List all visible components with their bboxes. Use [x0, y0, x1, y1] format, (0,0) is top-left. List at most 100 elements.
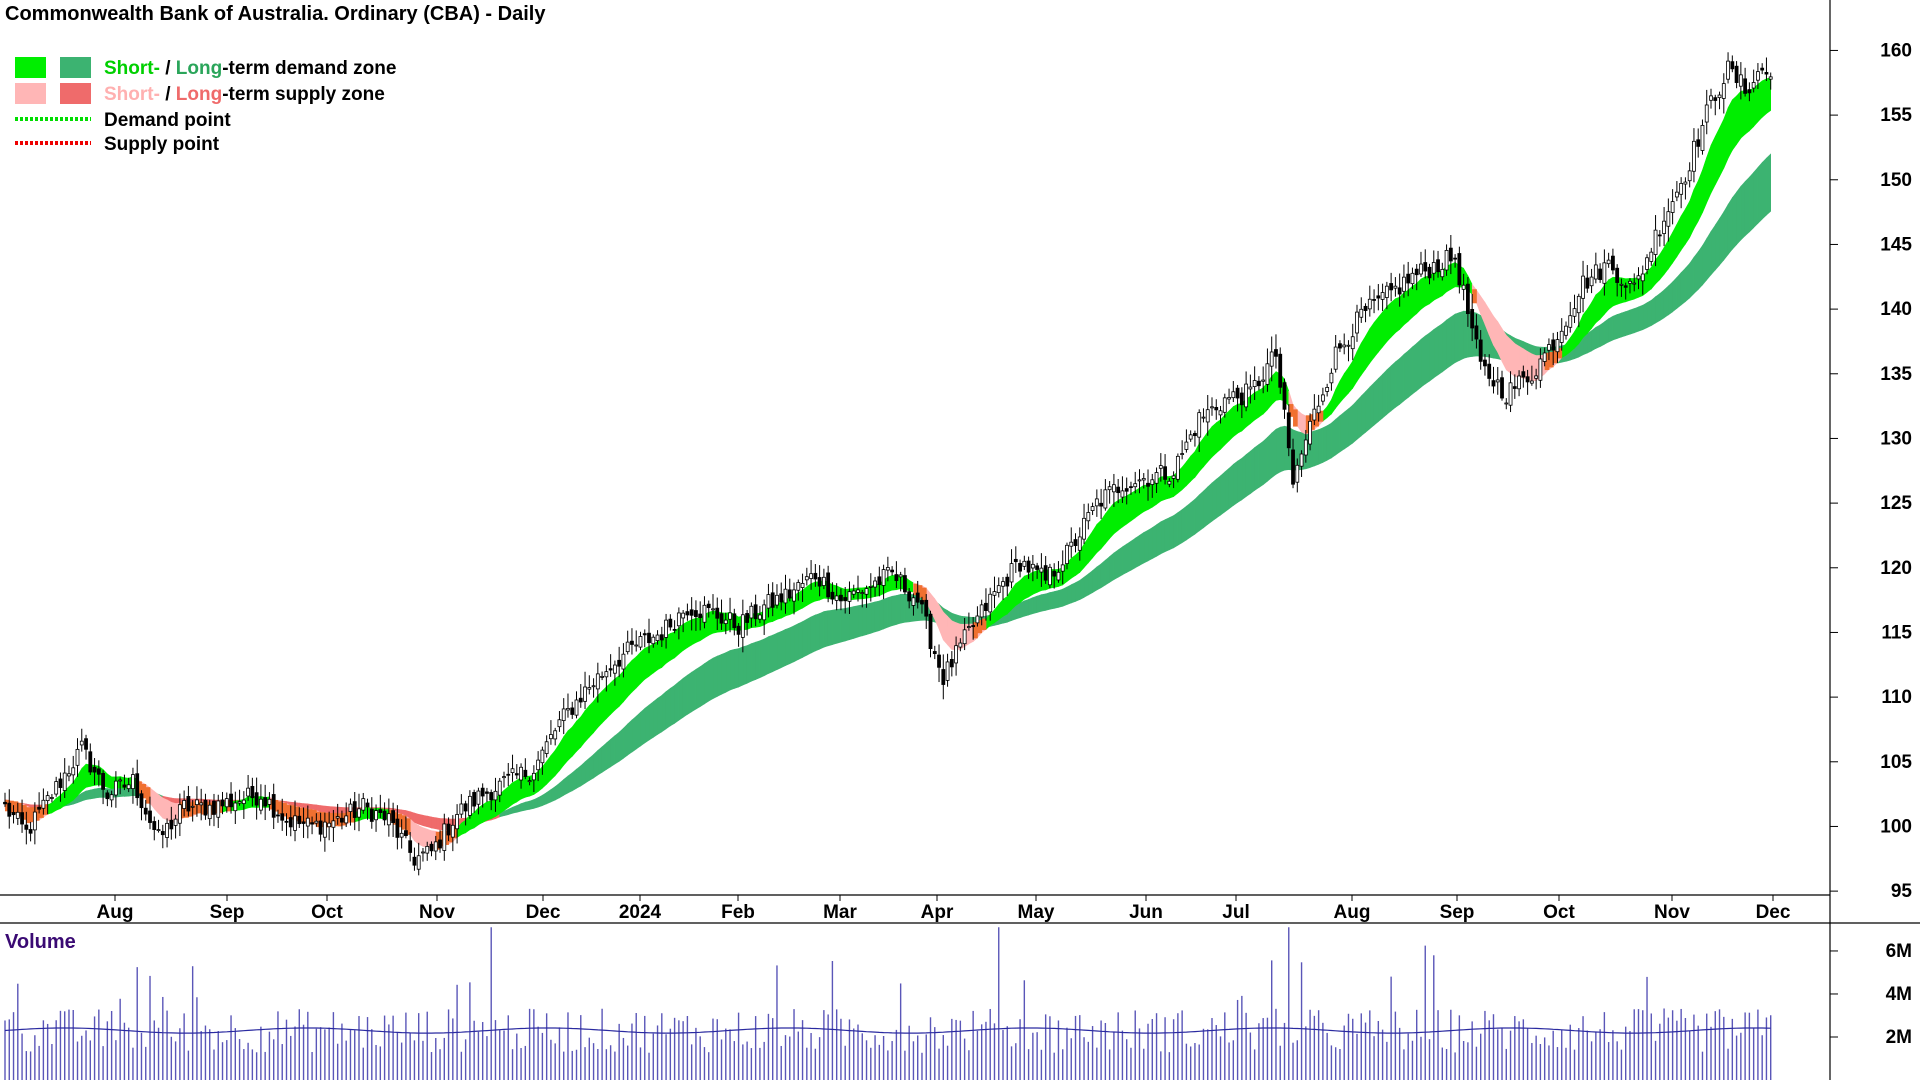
short-term-supply-zone-dark	[5, 799, 10, 812]
short-term-zone-segment	[166, 799, 172, 823]
candle-body	[1342, 344, 1347, 348]
long-term-zone-segment	[1727, 196, 1733, 256]
candle-body	[1154, 472, 1159, 484]
candle-body	[1312, 408, 1317, 421]
short-term-zone-segment	[1595, 290, 1601, 324]
legend-supply-zone: Short- / Long-term supply zone	[104, 84, 385, 105]
long-term-zone-segment	[1744, 176, 1750, 237]
candle-body	[557, 719, 562, 728]
candle-body	[915, 592, 920, 603]
long-term-zone-segment	[571, 768, 577, 792]
long-term-zone-segment	[1237, 457, 1243, 504]
candle-body	[1069, 541, 1074, 547]
candle-body	[327, 822, 332, 828]
candle-body	[1611, 255, 1615, 271]
candle-body	[1414, 268, 1419, 276]
long-term-zone-segment	[1318, 427, 1324, 465]
short-term-supply-zone-dark	[209, 802, 215, 815]
candle-body	[1384, 285, 1389, 298]
short-term-zone-segment	[1096, 519, 1102, 554]
short-term-zone-segment	[550, 749, 556, 781]
candle-body	[962, 629, 967, 645]
candle-body	[1252, 380, 1257, 388]
long-term-zone-segment	[1041, 593, 1046, 612]
candle-body	[779, 593, 784, 603]
candle-body	[1704, 104, 1709, 123]
candle-body	[659, 634, 664, 641]
candle-body	[450, 824, 455, 838]
candle-body	[3, 801, 7, 805]
candle-body	[1141, 478, 1146, 481]
candle-body	[1001, 581, 1005, 587]
long-term-zone-segment	[1233, 460, 1238, 507]
short-term-zone-segment	[806, 583, 812, 607]
volume-tick-label: 4M	[1886, 984, 1912, 1005]
short-term-supply-zone-dark	[921, 587, 927, 603]
candle-body	[600, 675, 604, 678]
short-term-zone-segment	[1510, 338, 1516, 378]
short-term-supply-zone-dark	[205, 801, 211, 814]
long-term-zone-segment	[1638, 304, 1644, 332]
long-term-zone-segment	[900, 593, 906, 624]
short-term-supply-zone-dark	[320, 812, 326, 828]
long-term-zone-segment	[678, 677, 684, 721]
candle-body	[28, 829, 33, 834]
candle-body	[1282, 382, 1287, 410]
candle-body	[386, 813, 391, 826]
long-term-zone-segment	[1279, 425, 1285, 473]
short-term-supply-zone-dark	[977, 619, 983, 634]
candle-body	[433, 841, 438, 852]
long-term-zone-segment	[1685, 262, 1690, 303]
short-term-zone-segment	[1680, 207, 1686, 252]
long-term-zone-segment	[435, 817, 441, 831]
candle-body	[45, 795, 50, 802]
candle-body	[890, 569, 895, 573]
long-term-zone-segment	[418, 813, 424, 827]
short-term-zone-segment	[1220, 414, 1226, 451]
candle-body	[894, 574, 899, 581]
x-tick-label: Nov	[1654, 902, 1690, 923]
short-term-supply-zone-dark	[452, 827, 458, 839]
candle-body	[527, 780, 532, 783]
candle-body	[195, 799, 199, 806]
short-term-zone-segment	[1766, 77, 1771, 115]
long-term-zone-segment	[648, 701, 654, 741]
candle-body	[1696, 139, 1701, 147]
candle-body	[903, 575, 907, 593]
candle-body	[54, 781, 59, 795]
candle-body	[1564, 325, 1568, 336]
short-term-zone-segment	[1109, 502, 1115, 540]
candle-body	[787, 589, 792, 599]
short-term-supply-zone-dark	[290, 805, 296, 820]
candle-body	[199, 802, 204, 806]
candle-body	[1713, 97, 1718, 101]
candle-body	[254, 792, 259, 806]
short-term-supply-zone-dark	[1314, 412, 1320, 427]
candle-body	[173, 818, 178, 826]
candle-body	[740, 614, 745, 638]
candle-body	[932, 651, 937, 654]
candle-body	[975, 615, 980, 624]
candle-body	[587, 687, 592, 690]
long-term-zone-segment	[623, 723, 629, 759]
candle-body	[531, 772, 536, 781]
long-term-zone-segment	[1117, 546, 1123, 578]
short-term-zone-segment	[1753, 83, 1759, 128]
candle-body	[382, 810, 387, 821]
long-term-zone-segment	[729, 649, 735, 691]
short-term-zone-segment	[486, 800, 492, 821]
candle-body	[1670, 201, 1675, 213]
long-term-zone-segment	[563, 775, 569, 796]
candle-body	[1112, 484, 1116, 493]
short-term-supply-zone-dark	[401, 815, 407, 830]
candle-body	[732, 613, 737, 629]
long-term-zone-segment	[1390, 361, 1396, 412]
long-term-zone-segment	[759, 638, 765, 679]
short-term-zone-segment	[1233, 403, 1238, 438]
candle-body	[992, 591, 997, 596]
long-term-zone-segment	[1680, 267, 1686, 306]
short-term-zone-segment	[691, 617, 697, 646]
long-term-zone-segment	[1126, 540, 1132, 574]
candle-body	[1086, 512, 1091, 522]
candle-body	[109, 794, 114, 801]
